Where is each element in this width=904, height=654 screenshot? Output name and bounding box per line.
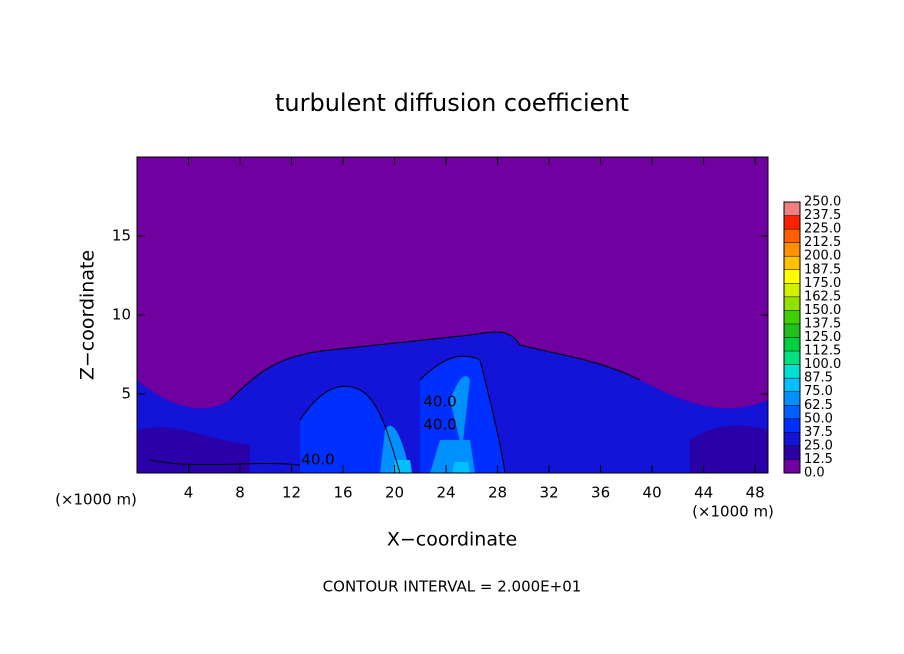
colorbar-band [784,351,800,365]
colorbar-label: 50.0 [804,411,833,426]
x-tick-label: 4 [184,484,194,502]
colorbar-label: 112.5 [804,344,841,359]
x-tick-label: 20 [385,484,404,502]
colorbar-label: 175.0 [804,276,841,291]
x-tick-label: 24 [437,484,456,502]
contour-label: 40.0 [423,393,456,411]
colorbar-band [784,269,800,284]
x-tick-label: 48 [746,484,765,502]
x-tick-label: 40 [643,484,662,502]
colorbar-label: 62.5 [804,398,833,413]
colorbar-band [784,337,800,352]
colorbar-label: 212.5 [804,235,841,250]
colorbar-band [784,242,800,257]
field-region [380,376,475,473]
colorbar-label: 150.0 [804,303,841,318]
field [137,157,768,474]
colorbar-band [784,283,800,297]
x-tick-label: 36 [591,484,610,502]
y-tick-label: 15 [112,227,131,245]
x-tick-label: 32 [540,484,559,502]
colorbar-band [784,445,800,460]
colorbar-label: 87.5 [804,371,833,386]
x-tick-label: 16 [333,484,352,502]
colorbar-band [784,459,800,473]
contour-line [149,331,641,474]
colorbar-band [784,364,800,379]
colorbar-label: 125.0 [804,330,841,345]
colorbar-band [784,323,800,338]
colorbar-label: 200.0 [804,249,841,264]
colorbar-label: 187.5 [804,262,841,277]
colorbar-label: 0.0 [804,466,825,481]
colorbar-band [784,310,800,324]
x-axis-unit: (×1000 m) [692,503,774,521]
colorbar-label: 75.0 [804,384,833,399]
chart-title: turbulent diffusion coefficient [275,89,629,117]
contour-label: 40.0 [301,451,334,469]
colorbar-label: 12.5 [804,452,833,467]
colorbar-label: 225.0 [804,222,841,237]
colorbar-band [784,432,800,446]
colorbar-label: 137.5 [804,316,841,331]
colorbar-band [784,418,800,433]
colorbar-label: 37.5 [804,425,833,440]
colorbar-band [784,202,800,216]
colorbar-label: 100.0 [804,357,841,372]
colorbar-band [784,378,800,392]
colorbar-band [784,405,800,419]
y-tick-label: 10 [112,306,131,324]
colorbar-band [784,296,800,311]
colorbar-band [784,256,800,270]
field-region [137,425,768,473]
x-tick-label: 8 [235,484,245,502]
x-tick-label: 44 [694,484,713,502]
y-axis-label: Z−coordinate [77,250,99,380]
colorbar-band [784,391,800,406]
field-region [393,460,470,473]
colorbar-label: 237.5 [804,208,841,223]
colorbar-label: 25.0 [804,438,833,453]
y-axis-unit: (×1000 m) [55,491,137,509]
x-tick-label: 12 [282,484,301,502]
x-axis-label: X−coordinate [387,529,517,551]
y-tick-label: 5 [121,385,131,403]
colorbar-band [784,215,800,230]
colorbar-label: 162.5 [804,289,841,304]
contour-label: 40.0 [423,416,456,434]
footer-note: CONTOUR INTERVAL = 2.000E+01 [323,578,582,596]
colorbar-band [784,229,800,243]
x-tick-label: 28 [488,484,507,502]
colorbar-label: 250.0 [804,195,841,210]
